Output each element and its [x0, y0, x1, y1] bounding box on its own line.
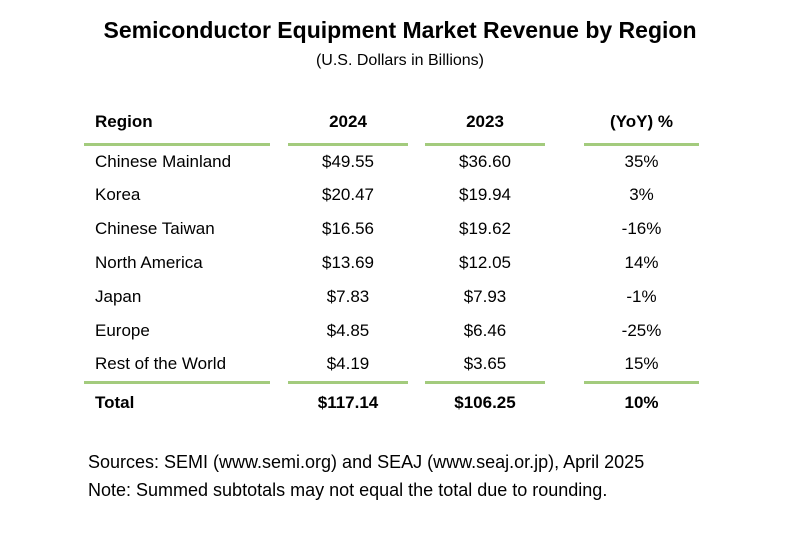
column-gap — [408, 280, 425, 314]
cell-total-2024: $117.14 — [317, 392, 379, 412]
cell-2023: $36.60 — [459, 151, 511, 171]
table-row: Korea $20.47 $19.94 3% — [84, 178, 699, 212]
column-header-2023: 2023 — [425, 102, 545, 146]
column-gap — [545, 102, 584, 144]
column-gap — [408, 102, 425, 144]
column-gap — [545, 382, 584, 422]
column-header-2024: 2024 — [288, 102, 408, 146]
column-gap — [270, 348, 288, 382]
table-row: Rest of the World $4.19 $3.65 15% — [84, 348, 699, 384]
cell-total-yoy: 10% — [624, 392, 659, 412]
column-gap — [270, 212, 288, 246]
cell-yoy: -16% — [621, 219, 662, 238]
footer-note: Note: Summed subtotals may not equal the… — [88, 480, 608, 500]
column-gap — [545, 212, 584, 246]
chart-title: Semiconductor Equipment Market Revenue b… — [103, 17, 697, 43]
table-row: Japan $7.83 $7.93 -1% — [84, 280, 699, 314]
column-gap — [545, 246, 584, 280]
total-row: Total $117.14 $106.25 10% — [84, 382, 699, 422]
cell-yoy: -1% — [626, 287, 657, 306]
column-gap — [270, 382, 288, 422]
column-gap — [270, 314, 288, 348]
column-gap — [408, 348, 425, 382]
cell-2024: $16.56 — [322, 219, 374, 238]
cell-2023: $19.62 — [459, 219, 511, 238]
cell-region: Europe — [95, 321, 150, 340]
cell-2024: $13.69 — [322, 253, 374, 272]
cell-region: Japan — [95, 287, 142, 306]
column-gap — [408, 144, 425, 178]
column-gap — [270, 280, 288, 314]
revenue-table: Region 2024 2023 (YoY) % Chinese Mainlan… — [84, 102, 699, 422]
cell-2024: $49.55 — [322, 151, 374, 171]
cell-yoy: 15% — [584, 348, 699, 384]
column-gap — [408, 314, 425, 348]
cell-yoy: 14% — [624, 253, 659, 272]
table-row: Chinese Mainland $49.55 $36.60 35% — [84, 144, 699, 178]
column-gap — [545, 178, 584, 212]
cell-2023: $19.94 — [459, 185, 511, 204]
cell-region: Korea — [95, 185, 141, 204]
column-gap — [408, 246, 425, 280]
cell-total-2023: $106.25 — [454, 392, 516, 412]
cell-2023: $7.93 — [463, 287, 507, 306]
cell-2024: $7.83 — [326, 287, 370, 306]
cell-region: Chinese Taiwan — [95, 219, 215, 238]
column-gap — [408, 212, 425, 246]
table-row: North America $13.69 $12.05 14% — [84, 246, 699, 280]
column-gap — [270, 178, 288, 212]
column-gap — [545, 314, 584, 348]
column-gap — [408, 178, 425, 212]
cell-2024: $4.85 — [326, 321, 370, 340]
column-gap — [270, 144, 288, 178]
column-gap — [545, 280, 584, 314]
cell-yoy: 35% — [624, 151, 659, 171]
table-row: Chinese Taiwan $16.56 $19.62 -16% — [84, 212, 699, 246]
cell-2024: $20.47 — [322, 185, 374, 204]
cell-2023: $6.46 — [463, 321, 507, 340]
cell-region: Chinese Mainland — [95, 151, 232, 171]
column-gap — [270, 102, 288, 144]
footer: Sources: SEMI (www.semi.org) and SEAJ (w… — [88, 448, 800, 504]
footer-sources: Sources: SEMI (www.semi.org) and SEAJ (w… — [88, 452, 645, 472]
cell-2023: $3.65 — [425, 348, 545, 384]
column-header-region: Region — [84, 102, 270, 146]
column-gap — [408, 382, 425, 422]
column-gap — [545, 144, 584, 178]
column-gap — [545, 348, 584, 382]
column-gap — [270, 246, 288, 280]
header-row: Region 2024 2023 (YoY) % — [84, 102, 699, 146]
cell-total-label: Total — [95, 392, 135, 412]
cell-region: North America — [95, 253, 203, 272]
cell-region: Rest of the World — [84, 348, 270, 384]
cell-2024: $4.19 — [288, 348, 408, 384]
cell-yoy: 3% — [629, 185, 654, 204]
cell-yoy: -25% — [621, 321, 662, 340]
column-header-yoy: (YoY) % — [584, 102, 699, 146]
chart-subtitle: (U.S. Dollars in Billions) — [315, 52, 485, 69]
table-row: Europe $4.85 $6.46 -25% — [84, 314, 699, 348]
cell-2023: $12.05 — [459, 253, 511, 272]
